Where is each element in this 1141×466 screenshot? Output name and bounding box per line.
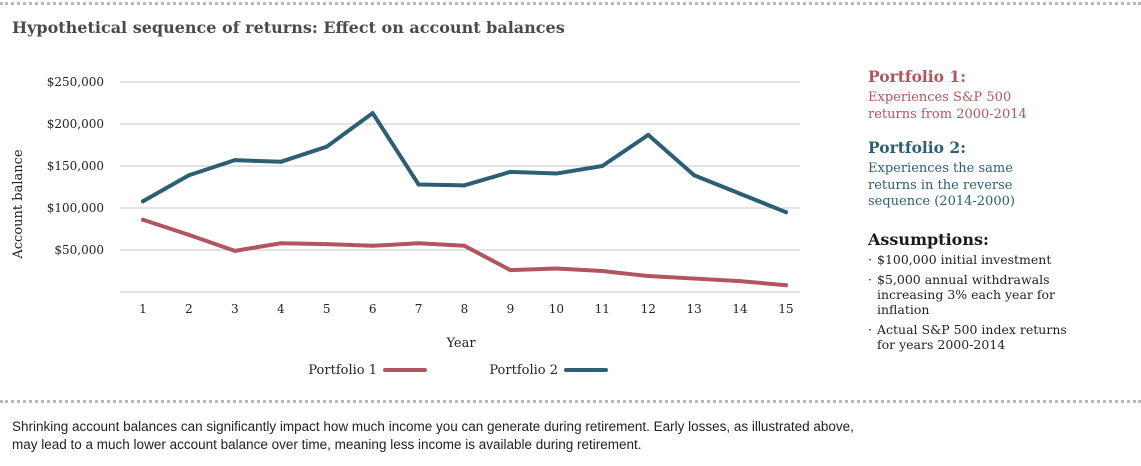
- bottom-divider: [0, 400, 1141, 403]
- data-point: [600, 269, 605, 273]
- x-tick-label: 1: [139, 302, 147, 316]
- portfolio1-description: Portfolio 1: Experiences S&P 500 returns…: [868, 67, 1027, 123]
- y-tick-label: $200,000: [47, 117, 104, 131]
- data-point: [370, 243, 375, 248]
- data-point: [692, 276, 697, 281]
- footer-text: Shrinking account balances can significa…: [12, 418, 1112, 454]
- data-point: [784, 283, 788, 288]
- data-point: [508, 268, 513, 273]
- data-point: [370, 111, 375, 116]
- footer-line: may lead to a much lower account balance…: [12, 437, 642, 452]
- x-tick-label: 9: [507, 302, 515, 316]
- portfolio2-text-line: returns in the reverse: [868, 177, 1013, 193]
- x-tick-label: 14: [732, 302, 748, 316]
- x-tick-label: 4: [277, 302, 285, 316]
- data-point: [324, 242, 329, 247]
- top-divider: [0, 2, 1141, 5]
- legend-label: Portfolio 1: [308, 363, 377, 378]
- y-tick-label: $100,000: [47, 201, 104, 215]
- y-axis-label: Account balance: [11, 149, 26, 260]
- y-tick-label: $50,000: [54, 243, 104, 257]
- x-tick-label: 6: [369, 302, 377, 316]
- assumption-item: $100,000 initial investment: [868, 252, 1087, 267]
- assumptions-panel: Assumptions: $100,000 initial investment…: [868, 230, 1087, 357]
- x-tick-label: 2: [185, 302, 193, 316]
- x-tick-label: 15: [778, 302, 793, 316]
- y-tick-label: $150,000: [47, 159, 104, 173]
- data-point: [462, 243, 467, 248]
- series-line-portfolio1: [141, 217, 788, 288]
- data-point: [186, 173, 191, 178]
- data-point: [738, 279, 743, 284]
- assumptions-list: $100,000 initial investment $5,000 annua…: [868, 252, 1087, 352]
- assumption-item: Actual S&P 500 index returns for years 2…: [868, 322, 1087, 352]
- data-point: [784, 210, 788, 215]
- footer-line: Shrinking account balances can significa…: [12, 419, 854, 434]
- data-point: [416, 241, 421, 246]
- data-point: [692, 173, 697, 178]
- x-tick-label: 12: [641, 302, 656, 316]
- portfolio2-text-line: sequence (2014-2000): [868, 194, 1015, 209]
- data-point: [278, 159, 283, 164]
- x-tick-label: 13: [687, 302, 702, 316]
- x-tick-label: 5: [323, 302, 331, 316]
- assumption-item: $5,000 annual withdrawals increasing 3% …: [868, 272, 1087, 317]
- data-point: [462, 183, 467, 188]
- x-tick-label: 8: [461, 302, 469, 316]
- data-point: [646, 274, 651, 279]
- data-point: [416, 182, 421, 187]
- series-line-portfolio2: [141, 111, 788, 215]
- x-axis-label: Year: [445, 336, 476, 351]
- portfolio1-text-line: Experiences S&P 500: [868, 90, 1012, 105]
- x-tick-label: 10: [549, 302, 564, 316]
- portfolio2-text-line: Experiences the same: [868, 161, 1013, 176]
- x-tick-label: 3: [231, 302, 239, 316]
- portfolio1-text-line: returns from 2000-2014: [868, 106, 1027, 122]
- data-point: [141, 217, 145, 222]
- data-point: [141, 199, 145, 204]
- data-point: [278, 241, 283, 246]
- data-point: [186, 232, 191, 237]
- data-point: [508, 169, 513, 174]
- data-point: [738, 191, 743, 196]
- chart-title: Hypothetical sequence of returns: Effect…: [12, 18, 565, 37]
- data-point: [324, 144, 329, 149]
- portfolio2-heading: Portfolio 2:: [868, 138, 966, 157]
- data-point: [646, 132, 651, 137]
- assumptions-heading: Assumptions:: [868, 230, 989, 249]
- data-point: [232, 248, 237, 253]
- x-tick-label: 11: [595, 302, 610, 316]
- data-point: [232, 158, 237, 163]
- y-tick-label: $250,000: [47, 75, 104, 89]
- data-point: [554, 266, 559, 271]
- data-point: [600, 164, 605, 168]
- portfolio1-heading: Portfolio 1:: [868, 67, 966, 86]
- legend-label: Portfolio 2: [489, 363, 558, 378]
- portfolio2-description: Portfolio 2: Experiences the same return…: [868, 138, 1015, 211]
- data-point: [554, 171, 559, 176]
- x-tick-label: 7: [415, 302, 423, 316]
